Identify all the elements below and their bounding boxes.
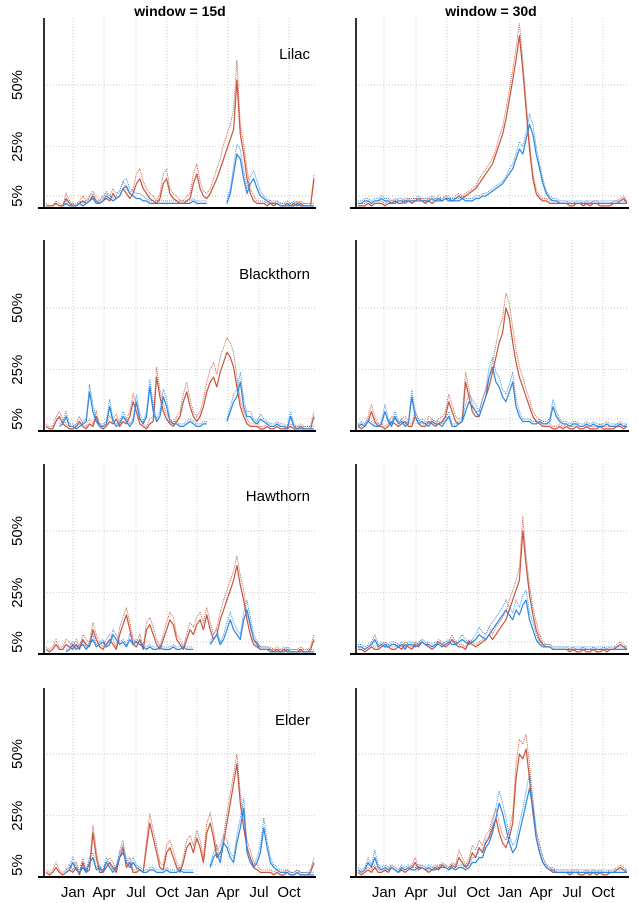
series-band-blue xyxy=(358,588,627,648)
column-title-window-15d: window = 15d xyxy=(133,3,225,19)
panels-layer: 5% 25% 50% Lilac 5% 25% 50% Blackthorn 5% 25% 50% H… xyxy=(9,18,629,901)
series-line-red xyxy=(45,763,315,876)
row-label-lilac: Lilac xyxy=(279,46,310,63)
series-band-blue xyxy=(65,599,314,650)
y-tick-label: 25% xyxy=(9,578,26,608)
y-tick-label: 5% xyxy=(9,631,26,653)
x-tick-label: Jul xyxy=(437,884,456,901)
series-line-blue xyxy=(65,609,314,653)
panel-elder-15d: 5% 25% 50% Elder Jan Apr Jul Oct Jan Apr Jul Oct xyxy=(9,688,316,901)
y-tick-label: 50% xyxy=(9,293,26,323)
series-line-blue xyxy=(62,153,314,207)
y-tick-label: 50% xyxy=(9,739,26,769)
x-tick-label: Jan xyxy=(372,884,396,901)
x-tick-label: Jan xyxy=(61,884,85,901)
series-line-blue xyxy=(59,381,314,430)
panel-blackthorn-15d: 5% 25% 50% Blackthorn xyxy=(9,240,316,432)
series-band-red xyxy=(45,60,315,207)
column-title-window-30d: window = 30d xyxy=(444,3,536,19)
x-tick-label: Jul xyxy=(126,884,145,901)
x-tick-label: Jan xyxy=(185,884,209,901)
x-tick-label: Apr xyxy=(92,884,115,901)
series-band-red xyxy=(357,293,628,427)
series-band-red xyxy=(45,753,315,875)
row-label-elder: Elder xyxy=(275,712,310,729)
y-tick-label: 50% xyxy=(9,516,26,546)
x-tick-label: Jul xyxy=(562,884,581,901)
y-tick-label: 50% xyxy=(9,70,26,100)
series-line-blue xyxy=(357,366,627,427)
series-band-blue xyxy=(65,798,314,873)
y-tick-label: 25% xyxy=(9,132,26,162)
series-band-blue xyxy=(357,773,627,871)
series-band-blue xyxy=(59,372,314,428)
y-tick-label: 5% xyxy=(9,854,26,876)
panel-elder-30d: Jan Apr Jul Oct Jan Apr Jul Oct xyxy=(350,688,629,901)
series-line-blue xyxy=(357,787,627,873)
series-line-red xyxy=(357,748,628,876)
series-band-blue xyxy=(357,355,627,425)
y-tick-label: 25% xyxy=(9,355,26,385)
x-tick-label: Apr xyxy=(404,884,427,901)
x-tick-label: Oct xyxy=(591,884,615,901)
x-tick-label: Jan xyxy=(498,884,522,901)
panel-lilac-15d: 5% 25% 50% Lilac xyxy=(9,18,316,209)
series-line-red xyxy=(45,564,315,653)
panel-hawthorn-15d: 5% 25% 50% Hawthorn xyxy=(9,464,316,655)
panel-hawthorn-30d xyxy=(350,464,629,655)
series-band-red xyxy=(358,516,628,650)
series-line-blue xyxy=(65,807,314,876)
y-tick-label: 5% xyxy=(9,408,26,430)
x-tick-label: Oct xyxy=(277,884,301,901)
series-line-red xyxy=(358,530,628,653)
series-band-red xyxy=(358,23,628,204)
x-tick-label: Jul xyxy=(249,884,268,901)
row-label-blackthorn: Blackthorn xyxy=(239,266,310,283)
y-tick-label: 5% xyxy=(9,185,26,207)
series-line-red xyxy=(45,351,315,430)
y-tick-label: 25% xyxy=(9,801,26,831)
series-line-red xyxy=(358,35,628,207)
x-tick-label: Apr xyxy=(529,884,552,901)
panel-lilac-30d xyxy=(350,18,629,209)
series-band-blue xyxy=(62,143,314,204)
series-line-blue xyxy=(358,123,627,204)
series-line-red xyxy=(46,79,315,207)
panel-blackthorn-30d xyxy=(350,240,629,432)
x-tick-label: Apr xyxy=(216,884,239,901)
series-band-red xyxy=(357,734,628,873)
series-band-red xyxy=(45,336,315,428)
row-label-hawthorn: Hawthorn xyxy=(246,488,310,505)
series-band-blue xyxy=(358,112,627,202)
x-tick-label: Oct xyxy=(155,884,179,901)
series-band-red xyxy=(45,555,315,650)
series-line-blue xyxy=(358,599,627,650)
x-tick-label: Oct xyxy=(466,884,490,901)
